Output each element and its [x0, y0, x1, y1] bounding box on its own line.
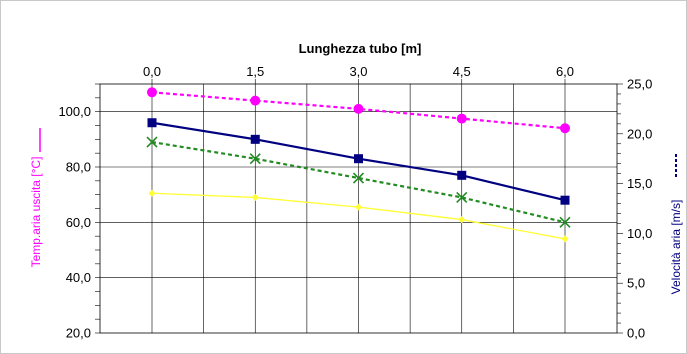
right-tick-label: 5,0: [627, 276, 645, 291]
plot-area: 20,0 40,0 60,0 80,0 100,0 0,0 5,0 10,0 15,0 20,0 2…: [58, 64, 652, 341]
data-point: [353, 103, 364, 114]
top-tick-label: 6,0: [556, 64, 574, 79]
right-tick-label: 15,0: [627, 176, 652, 191]
data-point: [457, 170, 467, 180]
right-tick-label: 0,0: [627, 326, 645, 341]
left-axis-label-group: Temp.aria uscita [°C]: [29, 128, 43, 267]
top-tick-label: 1,5: [246, 64, 264, 79]
right-tick-label: 10,0: [627, 226, 652, 241]
data-point: [560, 195, 570, 205]
data-point: [249, 153, 261, 165]
left-tick-label: 60,0: [66, 215, 91, 230]
data-point: [250, 95, 261, 106]
data-point: [355, 203, 362, 211]
data-point: [147, 118, 157, 128]
data-point: [560, 123, 570, 134]
right-tick-label: 20,0: [627, 126, 652, 141]
data-point: [456, 191, 468, 203]
left-tick-label: 100,0: [58, 104, 91, 119]
top-tick-label: 0,0: [143, 64, 161, 79]
top-tick-label: 3,0: [349, 64, 367, 79]
data-point: [456, 113, 467, 124]
data-point: [147, 87, 157, 98]
data-point: [250, 134, 260, 144]
data-point: [251, 193, 259, 201]
data-point: [146, 136, 158, 148]
left-tick-label: 80,0: [66, 160, 91, 175]
top-tick-label: 4,5: [453, 64, 471, 79]
data-point: [352, 172, 365, 184]
left-axis-label: Temp.aria uscita [°C]: [29, 157, 43, 268]
right-axis-label: Velocità aria [m/s]: [669, 200, 683, 295]
chart-title: Lunghezza tubo [m]: [299, 41, 422, 56]
left-tick-label: 20,0: [66, 326, 91, 341]
series-line: [151, 141, 566, 224]
right-tick-label: 25,0: [627, 77, 652, 92]
data-point: [559, 216, 571, 228]
left-tick-label: 40,0: [66, 270, 91, 285]
data-point: [561, 235, 569, 243]
data-point: [148, 189, 156, 197]
data-point: [458, 216, 466, 224]
series-line: [151, 91, 566, 130]
right-axis-label-group: Velocità aria [m/s]: [669, 152, 683, 294]
data-point: [354, 154, 363, 164]
